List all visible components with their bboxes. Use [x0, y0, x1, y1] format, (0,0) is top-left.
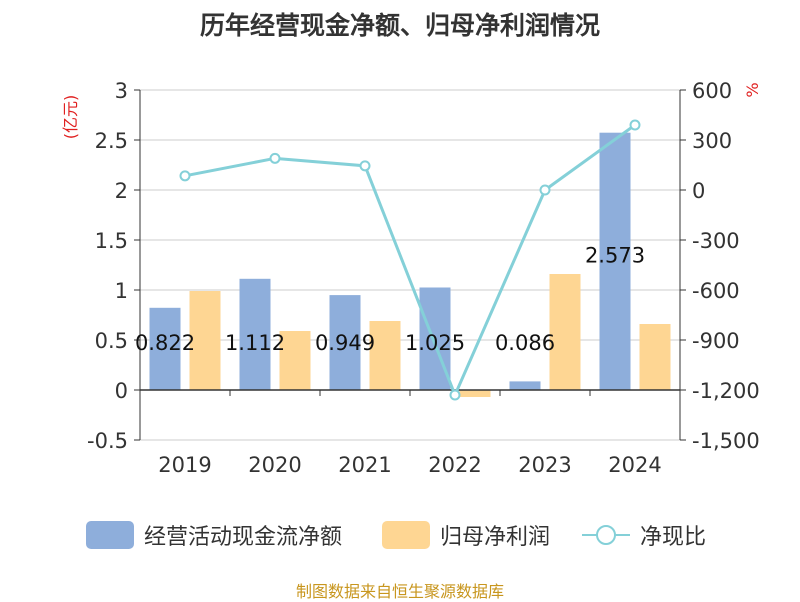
- data-label-cash-2024: 2.573: [585, 244, 645, 268]
- bar-profit-2020: [279, 331, 311, 390]
- legend-swatch-profit-icon: [382, 521, 430, 549]
- left-tick-label: 1.5: [95, 229, 128, 253]
- left-tick-label: 3: [115, 79, 128, 103]
- right-tick-label: -900: [692, 329, 740, 353]
- right-tick-label: 0: [692, 179, 705, 203]
- combo-chart: 3 2.5 2 1.5 1 0.5 0 -0.5 600 300 0 -300 -600 -900 -1,…: [61, 79, 762, 477]
- x-tick-label: 2021: [338, 453, 391, 477]
- right-tick-label: 600: [692, 79, 732, 103]
- legend-label-profit: 归母净利润: [440, 525, 551, 550]
- left-tick-label: 0: [115, 379, 128, 403]
- bar-cash-2021: [329, 295, 361, 390]
- line-ratio-series: [184, 123, 636, 399]
- legend-item-cash[interactable]: 经营活动现金流净额: [86, 518, 342, 552]
- legend-item-profit[interactable]: 归母净利润: [382, 518, 550, 552]
- bar-cash-2024: [599, 132, 631, 390]
- x-tick-label: 2019: [158, 453, 211, 477]
- line-ratio-point-2020: [269, 152, 281, 164]
- left-tick-label: 1: [115, 279, 128, 303]
- right-axis-unit: %: [743, 82, 762, 97]
- bar-profit-2019: [189, 291, 221, 390]
- bar-profit-2022: [459, 390, 491, 397]
- line-ratio-point-2021: [359, 160, 371, 172]
- x-tick-label: 2020: [248, 453, 301, 477]
- x-tick-label: 2022: [428, 453, 481, 477]
- bar-cash-2023: [509, 381, 541, 390]
- data-label-cash-2021: 0.949: [315, 331, 375, 355]
- legend-item-ratio[interactable]: 净现比: [582, 518, 706, 552]
- left-tick-label: -0.5: [87, 429, 128, 453]
- right-tick-label: -1,500: [692, 429, 760, 453]
- legend: 经营活动现金流净额 归母净利润 净现比: [0, 518, 800, 552]
- data-label-cash-2023: 0.086: [495, 331, 555, 355]
- line-ratio-point-2022: [449, 389, 461, 401]
- x-tick-label: 2024: [608, 453, 661, 477]
- right-tick-label: 300: [692, 129, 732, 153]
- left-tick-label: 2.5: [95, 129, 128, 153]
- line-ratio-point-2024: [629, 119, 641, 131]
- left-axis-unit: (亿元): [61, 95, 80, 140]
- right-tick-label: -600: [692, 279, 740, 303]
- left-tick-label: 0.5: [95, 329, 128, 353]
- legend-label-ratio: 净现比: [640, 525, 707, 550]
- bar-profit-2023: [549, 274, 581, 390]
- data-label-cash-2020: 1.112: [225, 331, 285, 355]
- line-ratio-point-2023: [539, 184, 551, 196]
- line-ratio-point-2019: [179, 170, 191, 182]
- legend-swatch-cash-icon: [86, 521, 134, 549]
- bar-profit-2024: [639, 324, 671, 390]
- right-tick-label: -300: [692, 229, 740, 253]
- chart-title: 历年经营现金净额、归母净利润情况: [199, 11, 600, 40]
- x-tick-label: 2023: [518, 453, 571, 477]
- legend-line-marker-icon: [582, 521, 630, 549]
- data-label-cash-2019: 0.822: [135, 331, 195, 355]
- data-source-note: 制图数据来自恒生聚源数据库: [295, 582, 504, 601]
- legend-label-cash: 经营活动现金流净额: [144, 525, 343, 550]
- data-label-cash-2022: 1.025: [405, 331, 465, 355]
- bar-profit-2021: [369, 321, 401, 390]
- bar-cash-2020: [239, 278, 271, 390]
- left-tick-label: 2: [115, 179, 128, 203]
- right-tick-label: -1,200: [692, 379, 760, 403]
- bar-cash-2019: [149, 307, 181, 390]
